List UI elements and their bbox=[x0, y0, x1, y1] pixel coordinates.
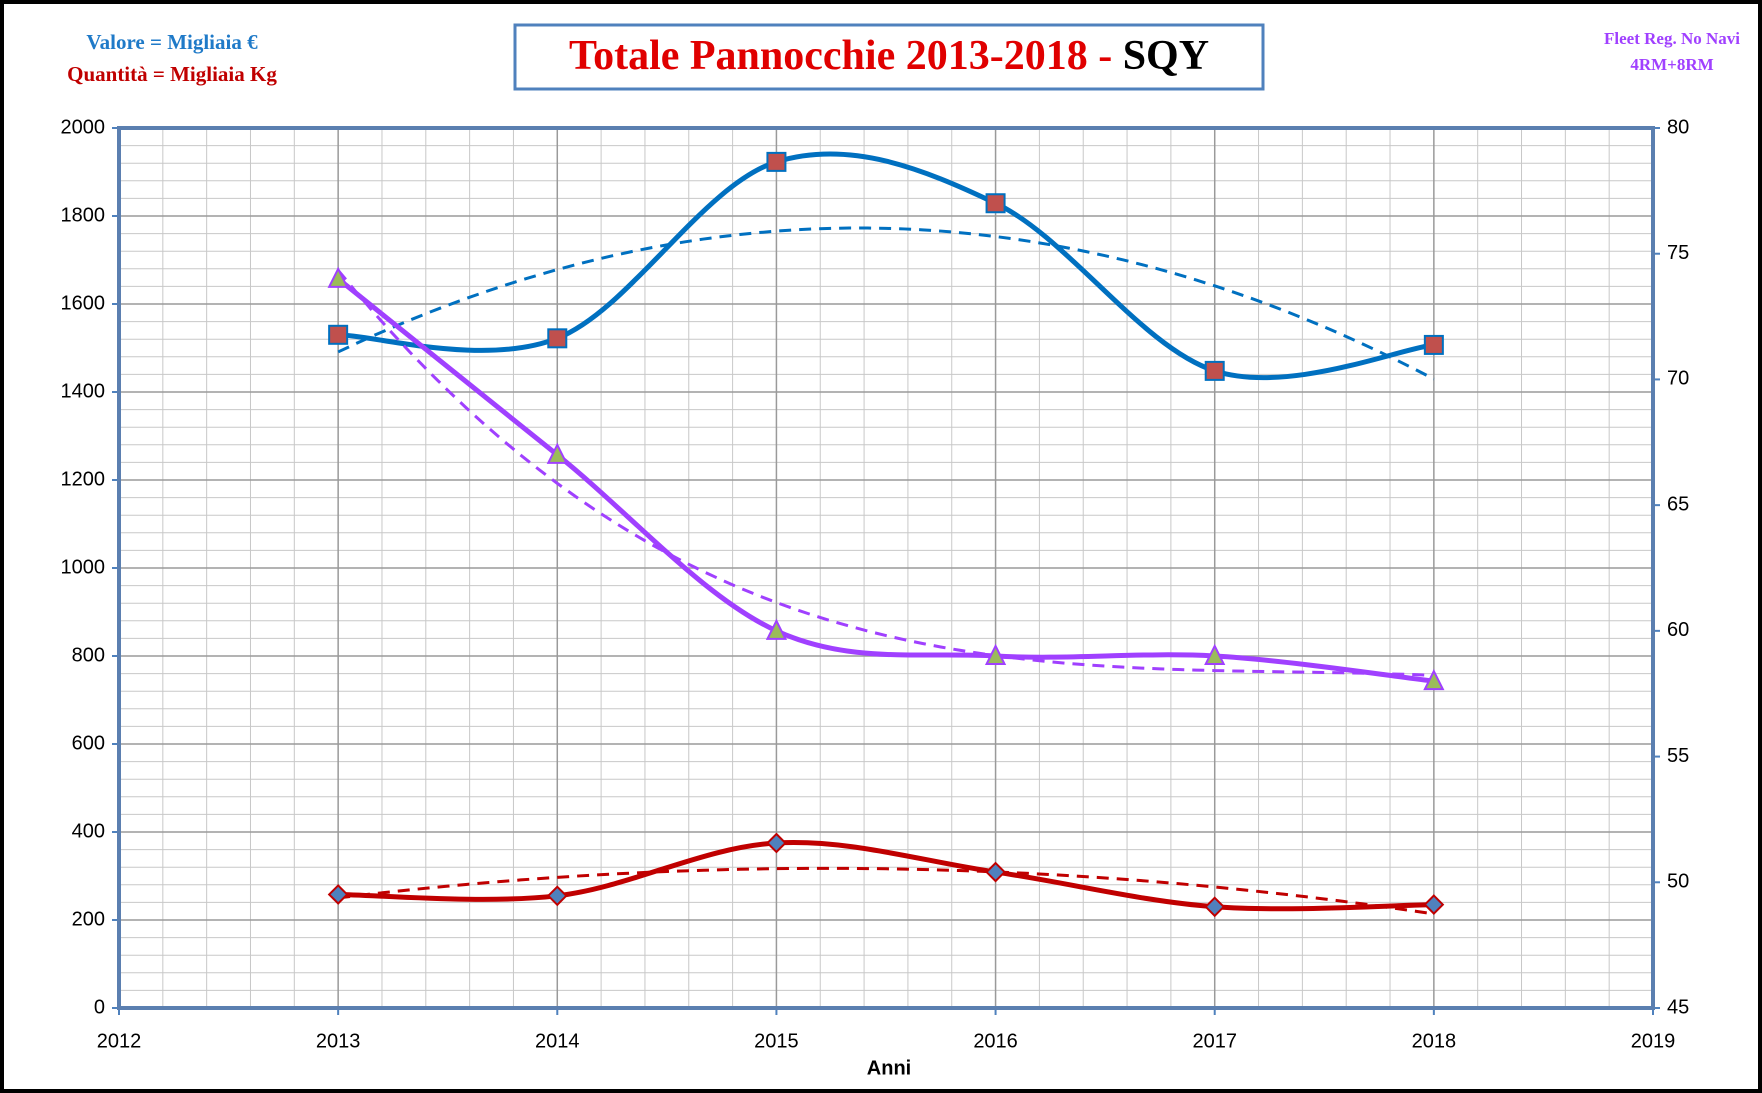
series-line bbox=[338, 840, 1434, 912]
y-tick-label: 1800 bbox=[61, 204, 106, 226]
x-tick-label: 2012 bbox=[97, 1030, 142, 1052]
y-tick-label: 400 bbox=[72, 820, 105, 842]
plot-frame bbox=[117, 126, 1655, 1010]
y-tick-label: 1200 bbox=[61, 468, 106, 490]
marker bbox=[766, 151, 787, 172]
y-tick-label: 1000 bbox=[61, 556, 106, 578]
marker bbox=[984, 643, 1007, 665]
fleet-note: Fleet Reg. No Navi bbox=[1604, 29, 1740, 48]
chart-title-group: Totale Pannocchie 2013-2018 - SQY bbox=[569, 33, 1209, 79]
marker bbox=[765, 618, 788, 640]
marker bbox=[766, 832, 787, 854]
title-box bbox=[513, 23, 1265, 91]
y2-tick-label: 70 bbox=[1667, 368, 1689, 390]
x-tick-label: 2017 bbox=[1192, 1030, 1237, 1052]
series-line bbox=[338, 151, 1435, 381]
marker bbox=[985, 861, 1006, 883]
marker bbox=[327, 884, 349, 905]
trend-line bbox=[337, 866, 1435, 916]
marker bbox=[1204, 643, 1226, 665]
marker bbox=[547, 328, 568, 349]
y-tick-label: 2000 bbox=[61, 116, 106, 138]
y2-tick-label: 60 bbox=[1667, 619, 1689, 641]
y2-tick-label: 45 bbox=[1667, 996, 1689, 1018]
y2-tick-label: 65 bbox=[1667, 493, 1689, 515]
fleet-detail-note: 4RM+8RM bbox=[1630, 55, 1713, 74]
x-axis-label: Anni bbox=[867, 1057, 911, 1079]
x-tick-label: 2019 bbox=[1631, 1030, 1676, 1052]
marker bbox=[1423, 668, 1445, 691]
chart-title-code: SQY bbox=[1123, 33, 1209, 79]
marker bbox=[546, 442, 568, 464]
marker bbox=[1204, 360, 1225, 381]
x-tick-label: 2016 bbox=[973, 1030, 1018, 1052]
marker bbox=[327, 266, 349, 288]
y-tick-label: 1400 bbox=[61, 380, 106, 402]
marker bbox=[546, 885, 568, 907]
y2-tick-label: 50 bbox=[1667, 871, 1689, 893]
y-tick-label: 200 bbox=[72, 908, 105, 930]
chart-title: Totale Pannocchie 2013-2018 - bbox=[569, 33, 1112, 79]
marker bbox=[1423, 894, 1445, 916]
marker bbox=[328, 324, 349, 345]
x-tick-label: 2015 bbox=[754, 1030, 799, 1052]
x-tick-label: 2013 bbox=[316, 1030, 361, 1052]
quantity-unit-note: Quantità = Migliaia Kg bbox=[67, 62, 277, 86]
y2-tick-label: 80 bbox=[1667, 116, 1689, 138]
x-tick-label: 2018 bbox=[1412, 1030, 1457, 1052]
y2-tick-label: 55 bbox=[1667, 745, 1689, 767]
y-tick-label: 0 bbox=[94, 996, 105, 1018]
marker bbox=[1423, 334, 1444, 355]
x-tick-label: 2014 bbox=[535, 1030, 580, 1052]
trend-line bbox=[337, 226, 1435, 381]
y-tick-label: 1600 bbox=[61, 292, 106, 314]
y2-tick-label: 75 bbox=[1667, 242, 1689, 264]
marker bbox=[1204, 896, 1226, 918]
marker bbox=[985, 193, 1006, 214]
trend-line bbox=[336, 269, 1434, 677]
series-line bbox=[336, 276, 1435, 684]
value-unit-note: Valore = Migliaia € bbox=[86, 30, 258, 54]
y-tick-label: 800 bbox=[72, 644, 105, 666]
y-tick-label: 600 bbox=[72, 732, 105, 754]
